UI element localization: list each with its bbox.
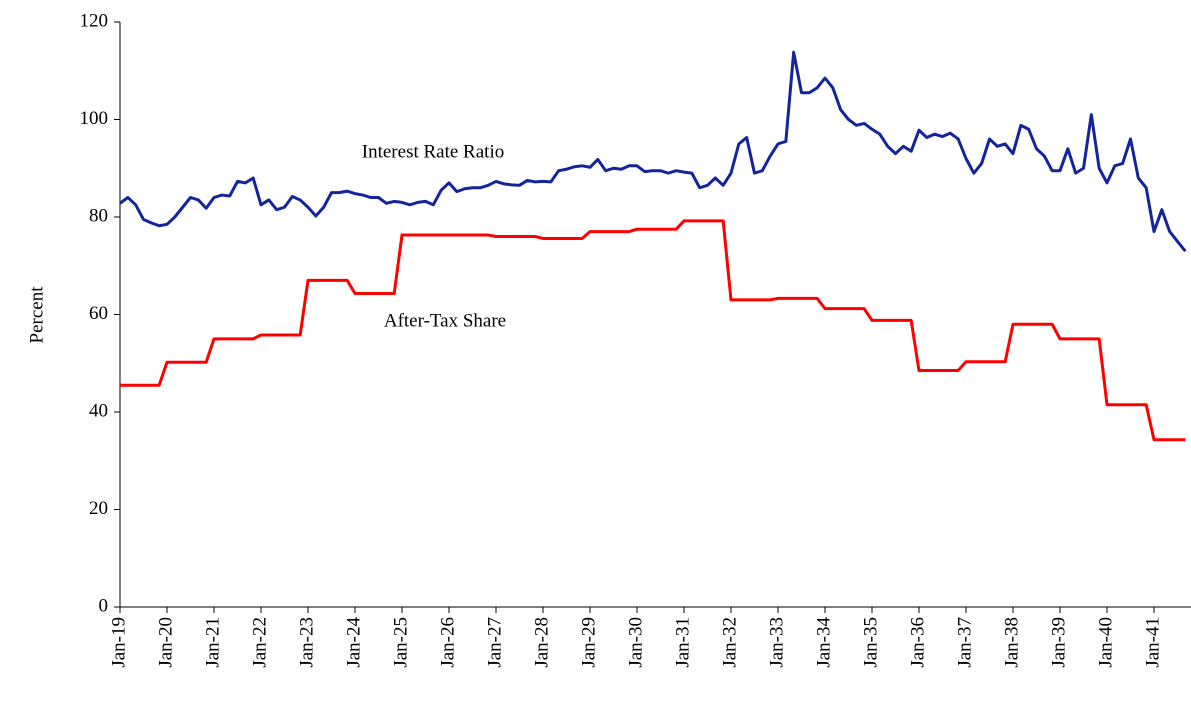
x-tick-label: Jan-25 bbox=[390, 617, 411, 668]
x-tick-label: Jan-26 bbox=[437, 617, 458, 668]
y-tick-label: 100 bbox=[80, 108, 109, 129]
x-tick-label: Jan-19 bbox=[108, 617, 129, 668]
x-tick-label: Jan-36 bbox=[907, 617, 928, 668]
x-tick-label: Jan-21 bbox=[202, 617, 223, 668]
y-tick-label: 120 bbox=[80, 10, 109, 31]
y-axis-label: Percent bbox=[26, 286, 47, 344]
y-tick-label: 20 bbox=[89, 498, 108, 519]
x-tick-label: Jan-39 bbox=[1048, 617, 1069, 668]
y-tick-label: 0 bbox=[99, 595, 109, 616]
x-tick-label: Jan-24 bbox=[343, 617, 364, 668]
y-tick-label: 60 bbox=[89, 303, 108, 324]
x-tick-label: Jan-23 bbox=[296, 617, 317, 668]
x-tick-label: Jan-28 bbox=[531, 617, 552, 668]
series-label: Interest Rate Ratio bbox=[362, 141, 504, 162]
x-tick-label: Jan-38 bbox=[1001, 617, 1022, 668]
x-tick-label: Jan-40 bbox=[1095, 617, 1116, 668]
x-tick-label: Jan-37 bbox=[954, 617, 975, 668]
x-tick-label: Jan-35 bbox=[860, 617, 881, 668]
x-tick-label: Jan-29 bbox=[578, 617, 599, 668]
x-tick-label: Jan-27 bbox=[484, 617, 505, 668]
y-tick-label: 40 bbox=[89, 400, 108, 421]
x-tick-label: Jan-22 bbox=[249, 617, 270, 668]
x-tick-label: Jan-31 bbox=[672, 617, 693, 668]
x-tick-label: Jan-20 bbox=[155, 617, 176, 668]
x-tick-label: Jan-33 bbox=[766, 617, 787, 668]
x-tick-label: Jan-34 bbox=[813, 617, 834, 668]
x-tick-label: Jan-32 bbox=[719, 617, 740, 668]
x-tick-label: Jan-41 bbox=[1142, 617, 1163, 668]
series-label: After-Tax Share bbox=[384, 310, 506, 331]
x-tick-label: Jan-30 bbox=[625, 617, 646, 668]
y-tick-label: 80 bbox=[89, 205, 108, 226]
series-line bbox=[119, 50, 1187, 253]
series-line bbox=[120, 219, 1186, 442]
